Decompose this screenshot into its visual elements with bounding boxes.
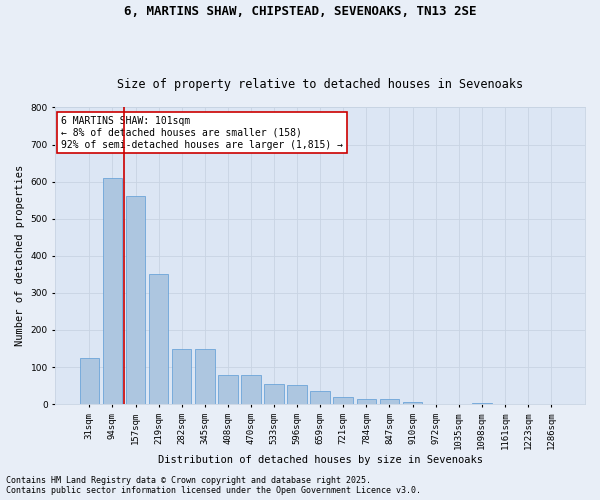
Bar	[218, 374, 238, 404]
Text: 6 MARTINS SHAW: 101sqm
← 8% of detached houses are smaller (158)
92% of semi-det: 6 MARTINS SHAW: 101sqm ← 8% of detached …	[61, 116, 343, 150]
Bar	[334, 397, 353, 404]
Bar	[264, 384, 284, 404]
Bar	[310, 391, 330, 404]
Bar	[195, 350, 215, 404]
Text: Contains HM Land Registry data © Crown copyright and database right 2025.
Contai: Contains HM Land Registry data © Crown c…	[6, 476, 421, 495]
X-axis label: Distribution of detached houses by size in Sevenoaks: Distribution of detached houses by size …	[158, 455, 483, 465]
Bar	[287, 384, 307, 404]
Text: 6, MARTINS SHAW, CHIPSTEAD, SEVENOAKS, TN13 2SE: 6, MARTINS SHAW, CHIPSTEAD, SEVENOAKS, T…	[124, 5, 476, 18]
Y-axis label: Number of detached properties: Number of detached properties	[15, 165, 25, 346]
Bar	[356, 398, 376, 404]
Bar	[380, 399, 400, 404]
Bar	[472, 402, 491, 404]
Bar	[80, 358, 99, 404]
Bar	[172, 348, 191, 404]
Bar	[149, 274, 169, 404]
Bar	[241, 375, 261, 404]
Title: Size of property relative to detached houses in Sevenoaks: Size of property relative to detached ho…	[117, 78, 523, 91]
Bar	[403, 402, 422, 404]
Bar	[125, 196, 145, 404]
Bar	[103, 178, 122, 404]
